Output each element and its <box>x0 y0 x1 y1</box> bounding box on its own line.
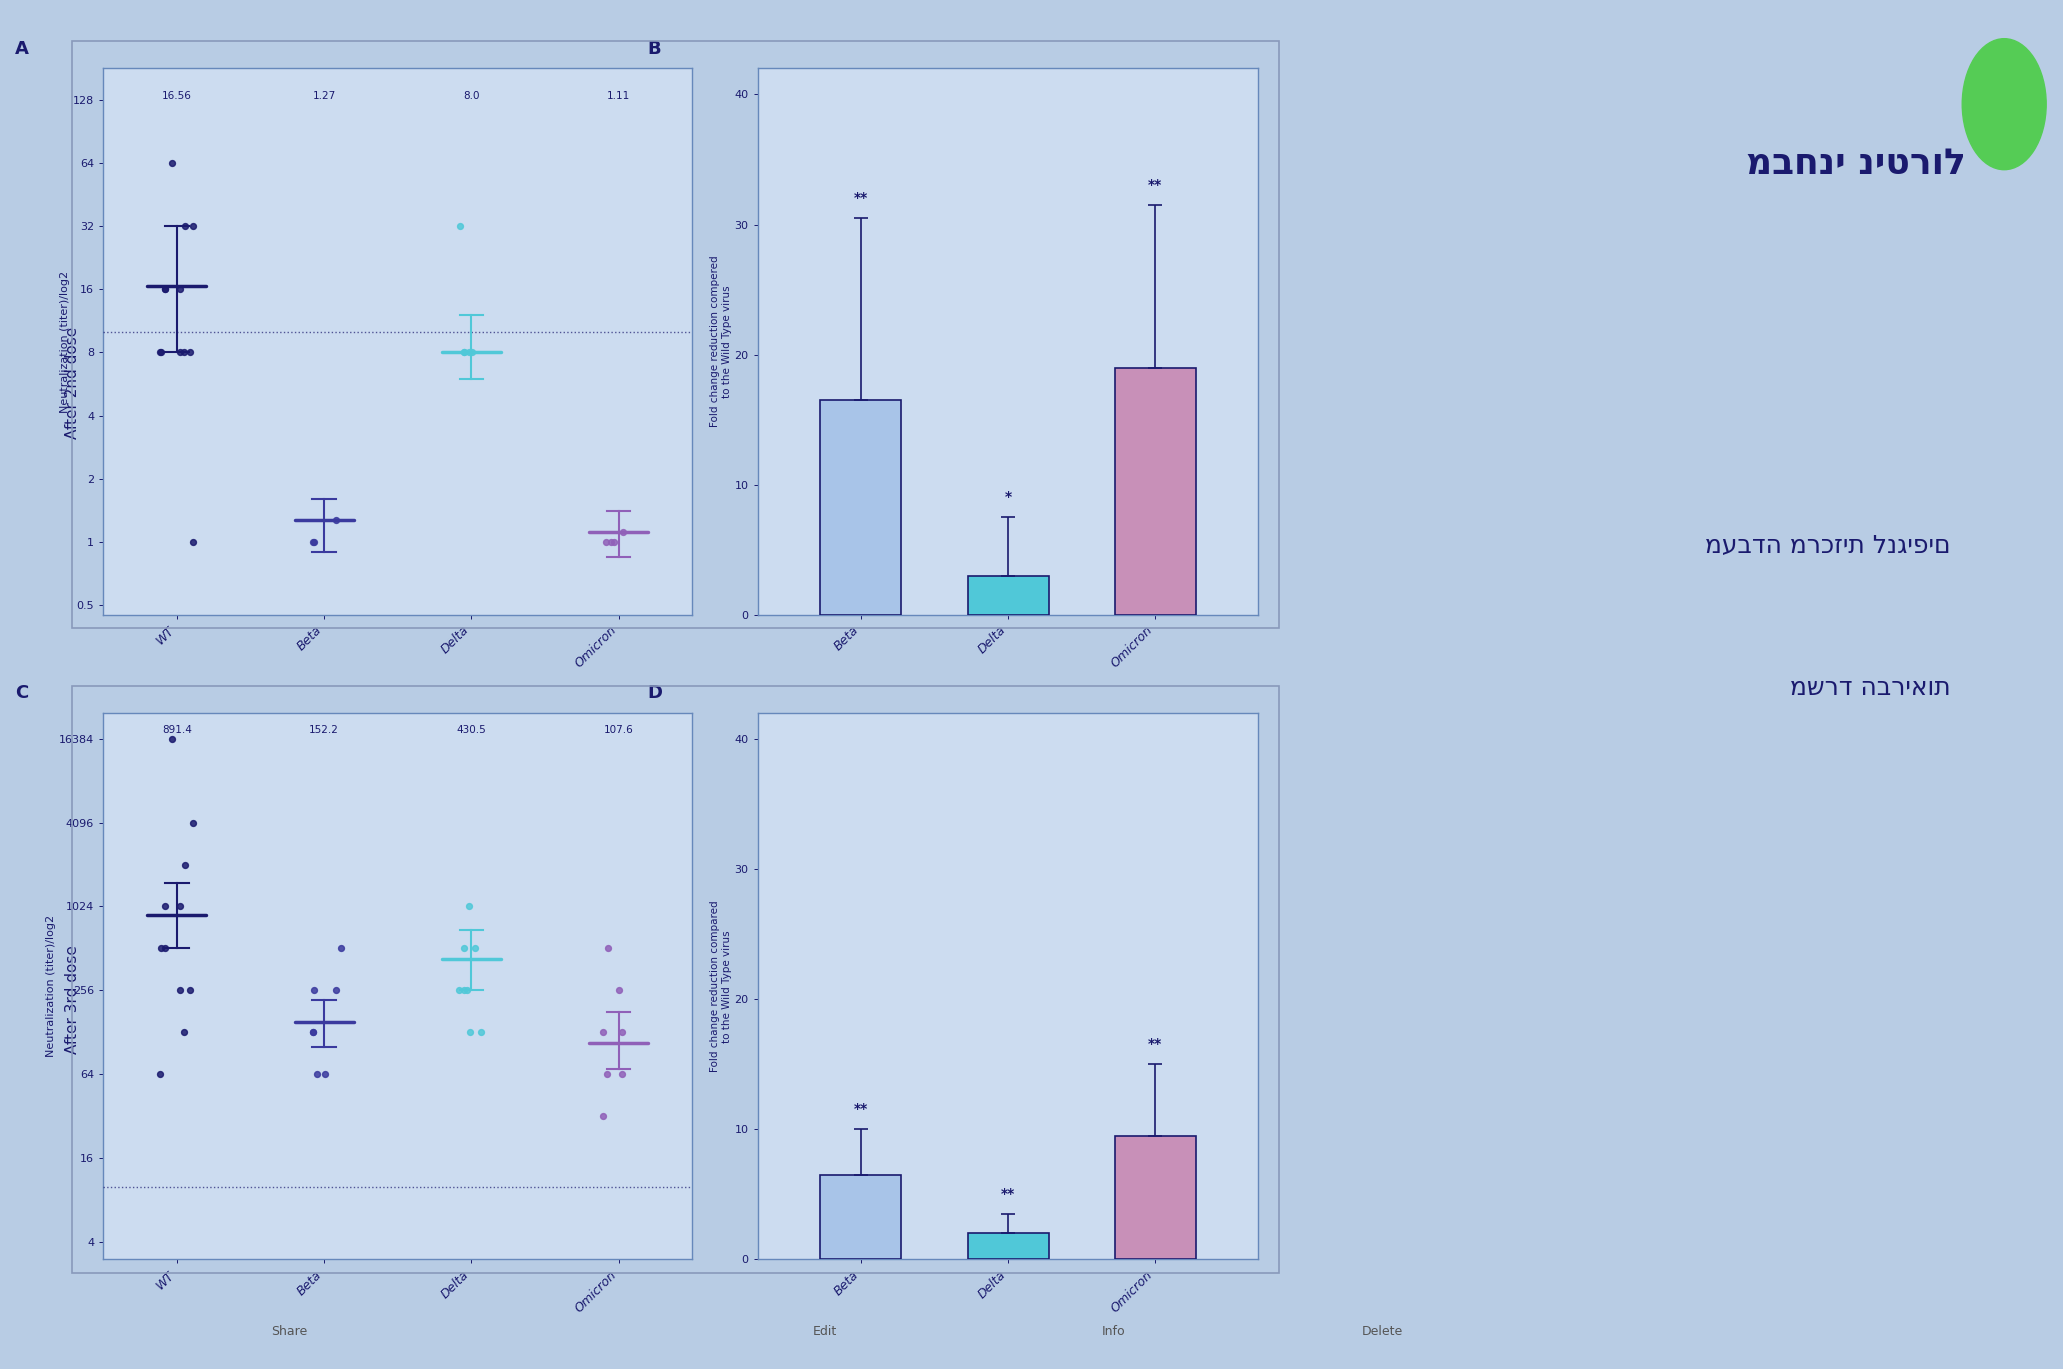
Point <box>157 152 190 174</box>
Text: **: ** <box>1001 1187 1015 1201</box>
Point <box>448 938 481 960</box>
Text: Edit: Edit <box>813 1325 838 1338</box>
Bar <box>968 576 1048 615</box>
Point <box>163 979 196 1001</box>
Point <box>448 341 481 363</box>
Text: משרד הבריאות: משרד הבריאות <box>1791 676 1952 700</box>
Point <box>175 215 208 237</box>
Y-axis label: Neutralization (titer)/log2: Neutralization (titer)/log2 <box>60 271 70 412</box>
Point <box>454 1021 487 1043</box>
Point <box>142 341 175 363</box>
Point <box>450 979 483 1001</box>
Point <box>592 938 625 960</box>
Point <box>297 531 330 553</box>
Text: A: A <box>14 40 29 57</box>
Point <box>309 1064 342 1086</box>
Point <box>604 1021 637 1043</box>
Point <box>458 938 491 960</box>
Text: מעבדה מרכזית לנגיפים: מעבדה מרכזית לנגיפים <box>1706 533 1952 557</box>
Text: **: ** <box>1149 178 1161 192</box>
Point <box>163 341 196 363</box>
Point <box>301 1064 334 1086</box>
Point <box>441 979 474 1001</box>
Bar <box>1114 368 1197 615</box>
Point <box>297 979 330 1001</box>
Circle shape <box>1962 38 2046 170</box>
Text: 152.2: 152.2 <box>309 724 338 735</box>
Point <box>144 341 177 363</box>
Point <box>590 1064 623 1086</box>
Point <box>456 341 489 363</box>
Y-axis label: Neutralization (titer)/log2: Neutralization (titer)/log2 <box>45 916 56 1057</box>
Point <box>452 895 485 917</box>
Point <box>607 1064 640 1086</box>
Point <box>163 278 196 300</box>
Bar <box>968 1233 1048 1259</box>
Text: 107.6: 107.6 <box>604 724 633 735</box>
Text: 891.4: 891.4 <box>161 724 192 735</box>
Text: **: ** <box>1149 1038 1161 1051</box>
Point <box>149 938 182 960</box>
Bar <box>821 400 902 615</box>
Text: *: * <box>1005 490 1011 504</box>
Text: After 3rd dose: After 3rd dose <box>64 945 80 1054</box>
Point <box>157 728 190 750</box>
Point <box>167 341 200 363</box>
Point <box>173 979 206 1001</box>
Point <box>149 278 182 300</box>
Point <box>590 531 623 553</box>
Point <box>144 938 177 960</box>
Text: Info: Info <box>1102 1325 1126 1338</box>
Point <box>297 1021 330 1043</box>
Point <box>169 215 202 237</box>
Point <box>598 531 631 553</box>
Y-axis label: Fold change reduction compered
to the Wild Type virus: Fold change reduction compered to the Wi… <box>710 256 732 427</box>
Point <box>464 1021 497 1043</box>
Point <box>142 1064 175 1086</box>
Text: **: ** <box>854 192 869 205</box>
Y-axis label: Fold change reduction compared
to the Wild Type virus: Fold change reduction compared to the Wi… <box>710 901 732 1072</box>
Text: Share: Share <box>270 1325 307 1338</box>
Text: 8.0: 8.0 <box>462 90 479 101</box>
Point <box>448 341 481 363</box>
Point <box>177 531 210 553</box>
Point <box>163 895 196 917</box>
Point <box>297 531 330 553</box>
Point <box>452 341 485 363</box>
Point <box>297 1021 330 1043</box>
Text: After 2nd dose: After 2nd dose <box>64 327 80 439</box>
Text: 1.11: 1.11 <box>607 90 631 101</box>
Point <box>149 278 182 300</box>
Text: Delete: Delete <box>1362 1325 1403 1338</box>
Text: D: D <box>648 684 662 702</box>
Point <box>444 215 477 237</box>
Point <box>173 341 206 363</box>
Text: 1.27: 1.27 <box>312 90 336 101</box>
Point <box>448 979 481 1001</box>
Point <box>586 1105 619 1127</box>
Point <box>320 509 353 531</box>
Point <box>167 1021 200 1043</box>
Point <box>602 979 635 1001</box>
Text: **: ** <box>854 1102 869 1116</box>
Text: 430.5: 430.5 <box>456 724 487 735</box>
Bar <box>1114 1136 1197 1259</box>
Point <box>320 979 353 1001</box>
Point <box>324 938 357 960</box>
Point <box>175 812 208 834</box>
Text: 16.56: 16.56 <box>161 90 192 101</box>
Text: מבחני ניטרול: מבחני ניטרול <box>1745 146 1966 181</box>
Text: C: C <box>14 684 29 702</box>
Bar <box>821 1175 902 1259</box>
Point <box>169 854 202 876</box>
Point <box>607 522 640 543</box>
Text: B: B <box>648 40 660 57</box>
Point <box>594 531 627 553</box>
Point <box>586 1021 619 1043</box>
Point <box>149 895 182 917</box>
